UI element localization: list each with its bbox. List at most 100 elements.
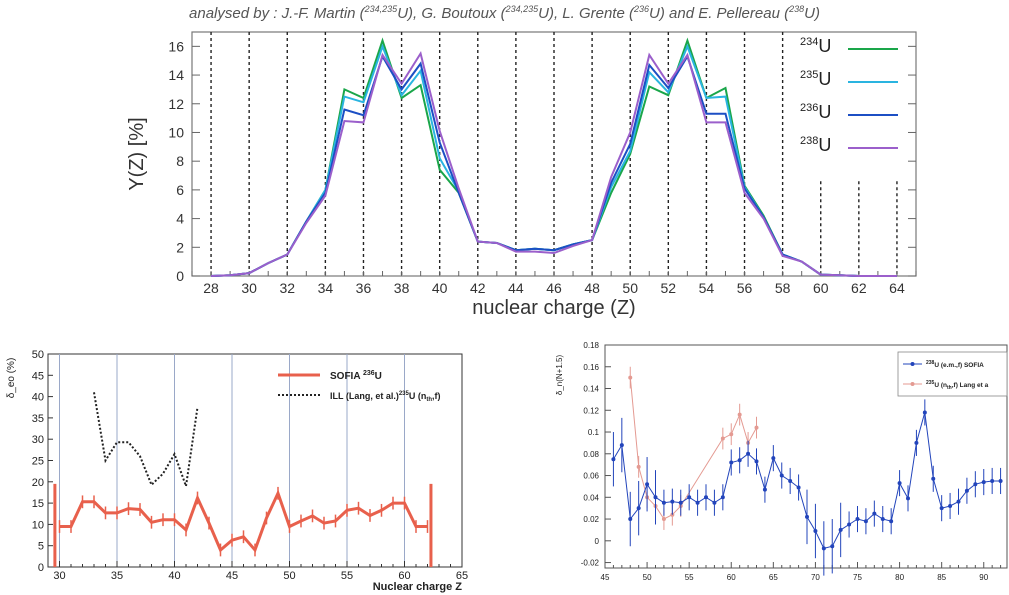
legend-label: 238U — [800, 135, 831, 155]
legend-label: SOFIA 236U — [330, 370, 382, 382]
x-tick-label: 65 — [769, 573, 778, 582]
x-tick-label: 40 — [432, 280, 448, 296]
data-point — [720, 495, 725, 500]
data-point — [922, 410, 927, 415]
x-tick-label: 60 — [398, 570, 410, 582]
data-point — [661, 517, 666, 522]
data-point — [906, 496, 910, 501]
data-point — [619, 443, 624, 448]
y-tick-label: 0.16 — [583, 363, 599, 372]
data-point — [762, 487, 767, 492]
series-line-ill — [93, 392, 199, 487]
legend-marker — [910, 382, 915, 386]
legend-box — [897, 351, 1008, 397]
x-tick-label: 40 — [168, 570, 180, 582]
x-tick-label: 50 — [643, 573, 652, 582]
x-tick-label: 55 — [341, 570, 353, 582]
x-tick-label: 65 — [456, 570, 468, 582]
data-point — [737, 458, 742, 463]
data-point — [628, 375, 633, 380]
data-point — [754, 425, 759, 430]
y-tick-label: 0.18 — [583, 341, 599, 350]
chart-delta-n: -0.02 0 0.02 0.04 0.06 0.08 0.1 0.12 0.14 0.16 0.1… — [555, 341, 1008, 582]
data-point — [863, 519, 868, 524]
data-point — [729, 432, 734, 437]
x-tick-label: 52 — [661, 280, 677, 296]
y-axis-label: δ_eo (%) — [6, 358, 17, 399]
x-tick-label: 75 — [853, 573, 862, 582]
y-tick-label: 14 — [168, 67, 184, 83]
y-tick-label: 0 — [38, 562, 44, 574]
y-axis-label: Y(Z) [%] — [126, 117, 148, 190]
y-tick-label: 6 — [176, 182, 184, 198]
x-axis-label: Nuclear charge Z — [373, 581, 463, 593]
data-point — [687, 495, 692, 500]
data-point — [720, 436, 725, 441]
y-tick-label: 20 — [32, 477, 44, 489]
data-point — [931, 476, 936, 481]
data-point — [788, 478, 793, 483]
data-point — [611, 457, 616, 462]
x-tick-label: 54 — [699, 280, 715, 296]
x-tick-label: 50 — [283, 570, 295, 582]
x-tick-label: 35 — [111, 570, 123, 582]
legend-label: ILL (Lang, et al.)235U (nth,f) — [330, 391, 441, 403]
y-tick-label: 0 — [176, 268, 184, 284]
x-tick-label: 45 — [226, 570, 238, 582]
data-point — [712, 500, 717, 505]
y-tick-label: 4 — [176, 211, 184, 227]
data-point — [805, 514, 809, 519]
data-point — [653, 495, 658, 500]
credit-line: analysed by : J.-F. Martin (234,235U), G… — [189, 4, 820, 22]
y-tick-label: 35 — [32, 413, 44, 425]
data-point — [964, 488, 969, 493]
data-point — [855, 517, 860, 522]
data-point — [880, 517, 885, 522]
y-tick-label: 0.08 — [583, 450, 599, 459]
y-tick-label: 8 — [176, 153, 184, 169]
data-point — [981, 480, 986, 485]
data-point — [737, 412, 742, 417]
y-tick-label: 16 — [168, 38, 184, 54]
y-tick-label: 12 — [168, 96, 184, 112]
data-point — [704, 495, 708, 500]
y-tick-label: 10 — [168, 124, 184, 140]
data-point — [872, 511, 877, 516]
series-line-lang — [629, 377, 757, 520]
x-tick-label: 30 — [241, 280, 257, 296]
y-tick-label: 0 — [595, 537, 600, 546]
x-tick-label: 42 — [470, 280, 486, 296]
y-axis-label: δ_n(N+1.5) — [555, 355, 564, 396]
y-tick-label: 0.02 — [583, 515, 599, 524]
y-tick-label: 2 — [176, 239, 184, 255]
x-tick-label: 58 — [775, 280, 791, 296]
x-tick-label: 80 — [895, 573, 904, 582]
data-point — [956, 499, 961, 504]
y-tick-label: 0.06 — [583, 472, 599, 481]
x-axis-label: nuclear charge (Z) — [472, 297, 635, 319]
data-point — [973, 482, 978, 487]
data-point — [746, 451, 751, 456]
x-tick-label: 90 — [979, 573, 988, 582]
y-tick-label: 15 — [32, 498, 44, 510]
data-point — [939, 506, 944, 511]
y-tick-label: -0.02 — [581, 559, 600, 568]
data-point — [670, 499, 675, 504]
legend-label: 235U — [800, 69, 831, 89]
data-point — [661, 500, 666, 505]
y-tick-label: 0.12 — [583, 406, 599, 415]
x-tick-label: 46 — [546, 280, 562, 296]
y-tick-label: 25 — [32, 456, 44, 468]
legend-label: 234U — [800, 36, 831, 56]
data-point — [821, 546, 826, 551]
x-tick-label: 62 — [851, 280, 867, 296]
y-tick-label: 0.04 — [583, 493, 599, 502]
x-tick-label: 56 — [737, 280, 753, 296]
x-tick-label: 38 — [394, 280, 410, 296]
x-tick-label: 30 — [53, 570, 65, 582]
data-point — [628, 517, 633, 522]
data-point — [897, 481, 902, 486]
data-point — [796, 485, 801, 490]
